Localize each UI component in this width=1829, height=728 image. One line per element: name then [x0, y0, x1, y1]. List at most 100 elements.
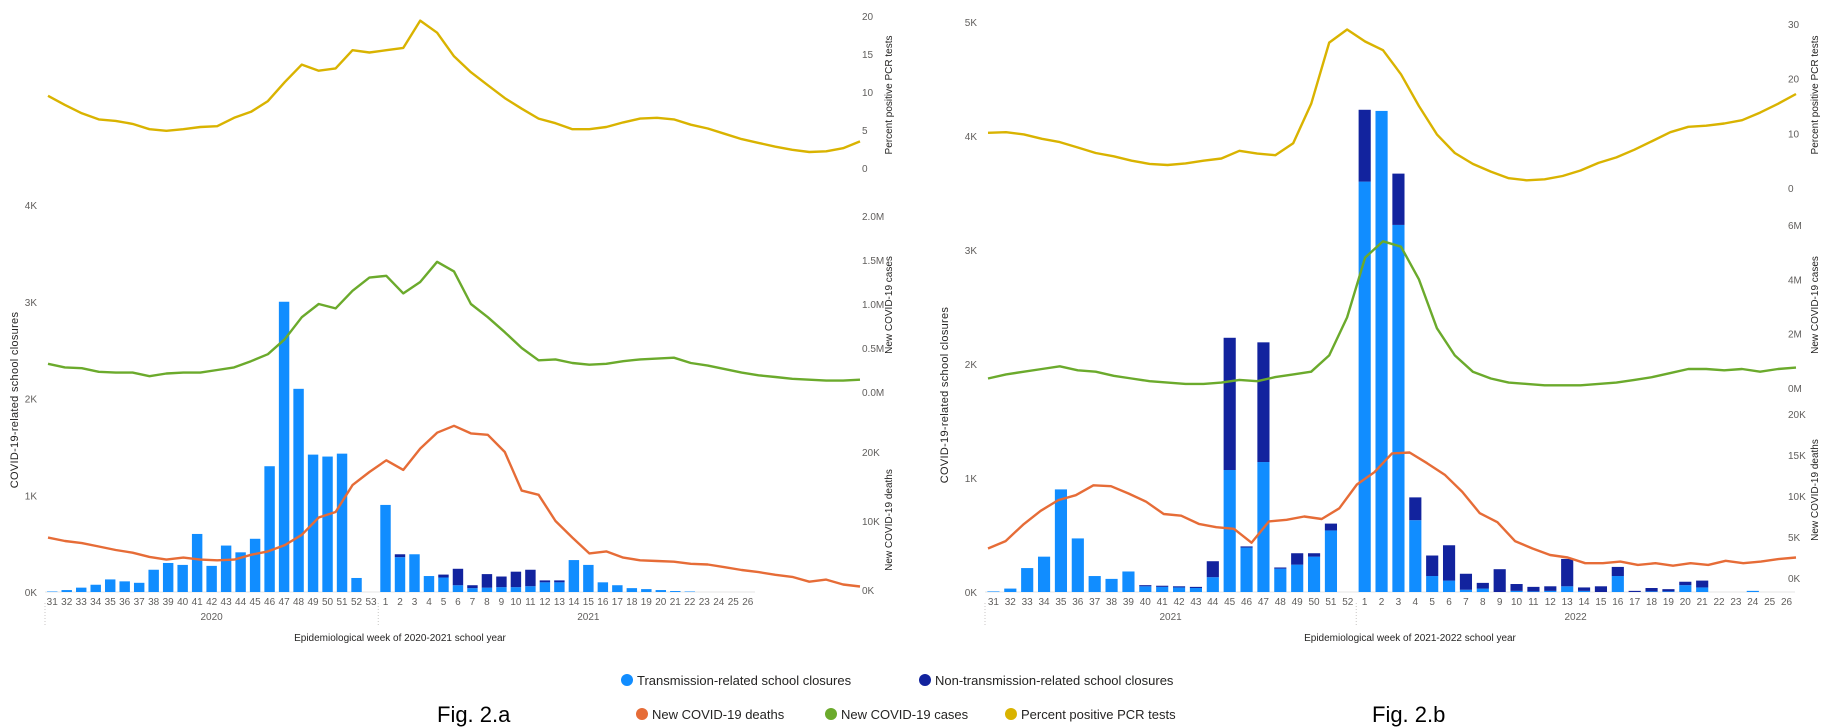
- bar-transmission[interactable]: [1409, 520, 1422, 592]
- bar-transmission[interactable]: [1746, 590, 1759, 592]
- bar-non-transmission[interactable]: [1645, 588, 1658, 592]
- bar-transmission[interactable]: [1324, 530, 1338, 592]
- bar-transmission[interactable]: [322, 456, 333, 592]
- bar-transmission[interactable]: [235, 552, 246, 592]
- bar-non-transmission[interactable]: [1223, 337, 1236, 471]
- bar-transmission[interactable]: [1240, 547, 1253, 592]
- bar-non-transmission[interactable]: [1206, 561, 1219, 578]
- bar-non-transmission[interactable]: [452, 568, 464, 586]
- bar-transmission[interactable]: [380, 504, 391, 592]
- bar-transmission[interactable]: [597, 582, 609, 592]
- bar-non-transmission[interactable]: [1662, 589, 1675, 592]
- bar-non-transmission[interactable]: [1679, 581, 1692, 586]
- bar-transmission[interactable]: [1088, 576, 1101, 592]
- bar-transmission[interactable]: [1645, 591, 1658, 592]
- bar-transmission[interactable]: [1054, 489, 1068, 592]
- bar-non-transmission[interactable]: [1628, 590, 1641, 592]
- bar-transmission[interactable]: [90, 584, 101, 592]
- bar-transmission[interactable]: [1307, 556, 1321, 592]
- bar-transmission[interactable]: [987, 591, 1000, 592]
- bar-non-transmission[interactable]: [1324, 523, 1338, 531]
- bar-transmission[interactable]: [612, 585, 623, 592]
- bar-transmission[interactable]: [1544, 590, 1557, 592]
- bar-transmission[interactable]: [133, 582, 145, 592]
- bar-non-transmission[interactable]: [1409, 497, 1422, 521]
- bar-non-transmission[interactable]: [1240, 546, 1253, 548]
- bar-transmission[interactable]: [1189, 588, 1203, 592]
- bar-transmission[interactable]: [351, 577, 362, 592]
- bar-transmission[interactable]: [1037, 556, 1051, 592]
- bar-non-transmission[interactable]: [1392, 173, 1405, 225]
- bar-transmission[interactable]: [191, 533, 203, 592]
- bar-transmission[interactable]: [206, 565, 217, 592]
- bar-transmission[interactable]: [481, 587, 493, 592]
- bar-transmission[interactable]: [76, 587, 87, 592]
- bar-non-transmission[interactable]: [1493, 569, 1506, 592]
- bar-non-transmission[interactable]: [1696, 580, 1709, 588]
- bar-non-transmission[interactable]: [438, 574, 449, 578]
- legend-item-non-transmission[interactable]: Non-transmission-related school closures: [919, 673, 1174, 688]
- line-deaths[interactable]: [987, 451, 1797, 567]
- bar-transmission[interactable]: [554, 582, 565, 592]
- bar-non-transmission[interactable]: [1577, 587, 1591, 591]
- bar-non-transmission[interactable]: [1459, 573, 1473, 590]
- bar-non-transmission[interactable]: [1291, 553, 1304, 565]
- bar-transmission[interactable]: [394, 557, 406, 592]
- bar-transmission[interactable]: [452, 585, 464, 592]
- bar-transmission[interactable]: [1172, 587, 1186, 592]
- bar-non-transmission[interactable]: [1139, 585, 1152, 587]
- bar-transmission[interactable]: [220, 545, 232, 592]
- bar-transmission[interactable]: [293, 388, 304, 592]
- bar-transmission[interactable]: [177, 564, 188, 592]
- bar-transmission[interactable]: [148, 569, 159, 592]
- bar-transmission[interactable]: [61, 590, 72, 592]
- bar-non-transmission[interactable]: [496, 576, 507, 588]
- bar-non-transmission[interactable]: [1476, 582, 1489, 589]
- bar-transmission[interactable]: [1577, 590, 1591, 592]
- bar-transmission[interactable]: [249, 538, 261, 592]
- bar-transmission[interactable]: [568, 560, 580, 592]
- line-cases[interactable]: [47, 260, 861, 382]
- bar-transmission[interactable]: [1004, 588, 1017, 592]
- bar-transmission[interactable]: [1611, 576, 1624, 592]
- bar-transmission[interactable]: [104, 579, 116, 592]
- bar-non-transmission[interactable]: [539, 580, 551, 583]
- bar-non-transmission[interactable]: [1426, 555, 1439, 577]
- bar-non-transmission[interactable]: [1611, 566, 1624, 577]
- bar-transmission[interactable]: [1426, 576, 1439, 592]
- bar-transmission[interactable]: [1561, 586, 1574, 592]
- bar-transmission[interactable]: [525, 586, 536, 592]
- bar-transmission[interactable]: [1392, 224, 1405, 593]
- bar-transmission[interactable]: [583, 564, 594, 592]
- bar-transmission[interactable]: [119, 581, 130, 592]
- bar-transmission[interactable]: [1375, 110, 1388, 593]
- bar-transmission[interactable]: [1679, 585, 1692, 592]
- bar-non-transmission[interactable]: [1561, 558, 1574, 587]
- bar-transmission[interactable]: [278, 301, 290, 592]
- line-deaths[interactable]: [47, 424, 861, 588]
- bar-transmission[interactable]: [1139, 586, 1152, 592]
- bar-transmission[interactable]: [1291, 564, 1304, 592]
- bar-non-transmission[interactable]: [1172, 586, 1186, 588]
- bar-transmission[interactable]: [1122, 571, 1135, 592]
- bar-non-transmission[interactable]: [1257, 342, 1270, 463]
- bar-non-transmission[interactable]: [394, 554, 406, 558]
- bar-transmission[interactable]: [1223, 470, 1236, 592]
- bar-non-transmission[interactable]: [1594, 586, 1608, 592]
- bar-transmission[interactable]: [670, 591, 681, 592]
- bar-non-transmission[interactable]: [510, 571, 522, 588]
- bar-non-transmission[interactable]: [1274, 567, 1287, 569]
- bar-transmission[interactable]: [510, 587, 522, 592]
- bar-transmission[interactable]: [438, 577, 449, 592]
- bar-transmission[interactable]: [1510, 590, 1523, 592]
- bar-transmission[interactable]: [1021, 568, 1034, 592]
- bar-transmission[interactable]: [1662, 591, 1675, 592]
- bar-transmission[interactable]: [423, 576, 435, 592]
- bar-transmission[interactable]: [162, 562, 174, 592]
- bar-transmission[interactable]: [336, 453, 348, 592]
- bar-transmission[interactable]: [1459, 589, 1473, 592]
- bar-non-transmission[interactable]: [481, 574, 493, 588]
- bar-transmission[interactable]: [467, 588, 478, 592]
- bar-transmission[interactable]: [1527, 591, 1540, 592]
- legend-item-deaths[interactable]: New COVID-19 deaths: [636, 707, 785, 722]
